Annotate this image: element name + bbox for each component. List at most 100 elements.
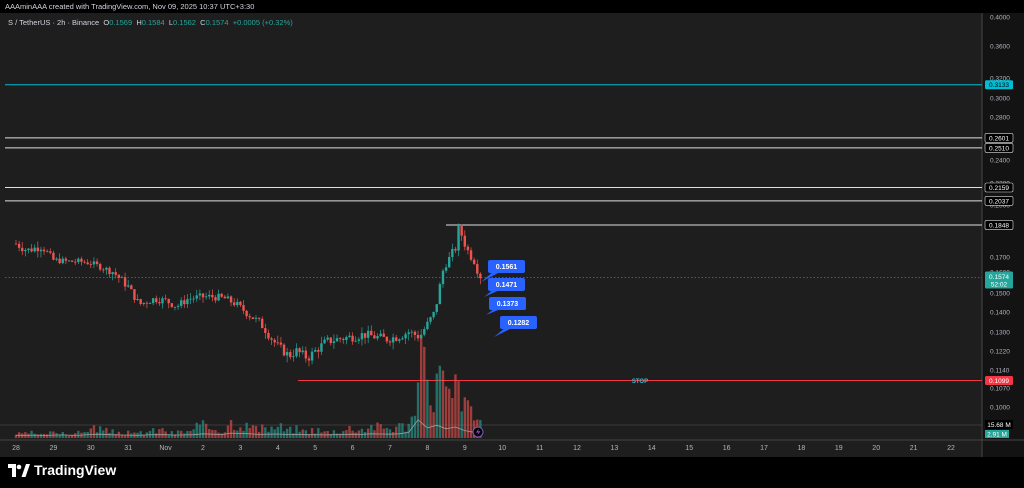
volume-bar [404, 431, 407, 438]
candle-body [267, 332, 270, 339]
candle-body [242, 305, 245, 311]
level-price-tag [985, 376, 1013, 386]
volume-bar [245, 422, 248, 438]
volume-bar [441, 370, 445, 438]
y-tick-label: 0.3200 [990, 76, 1010, 83]
candle-body [136, 299, 139, 300]
volume-bar [335, 433, 339, 438]
candle-body [24, 250, 27, 252]
volume-bar [388, 429, 392, 438]
volume-bar [457, 381, 460, 438]
level-price-tag [985, 80, 1013, 90]
candle-body [342, 339, 345, 341]
symbol-label[interactable]: S / TetherUS · 2h · Binance [8, 18, 100, 27]
level-price-label: 0.1099 [989, 378, 1009, 385]
candle-body [70, 260, 74, 262]
candle-body [158, 301, 161, 304]
volume-bar [310, 428, 314, 438]
candle-body [388, 341, 392, 343]
x-tick-label: 18 [798, 445, 806, 452]
volume-bar [92, 425, 96, 438]
candle-body [410, 331, 414, 333]
volume-bar [229, 420, 233, 438]
volume-bar [292, 433, 295, 438]
x-tick-label: 15 [685, 445, 693, 452]
candle-body [379, 333, 382, 337]
volume-bar [127, 430, 130, 438]
candle-body [201, 293, 205, 298]
volume-bar [407, 423, 410, 438]
candle-body [161, 298, 164, 304]
volume-bar [444, 386, 448, 438]
candle-body [21, 247, 24, 252]
candle-body [451, 248, 454, 258]
volume-ma-tag [985, 430, 1009, 438]
target-label-box[interactable] [488, 260, 525, 273]
candle-body [248, 316, 251, 318]
volume-bar [226, 425, 230, 438]
candle-body [83, 261, 86, 263]
candle-body [314, 349, 317, 352]
candle-body [460, 226, 463, 236]
candle-body [61, 258, 64, 264]
candle-body [279, 342, 283, 345]
volume-bar [223, 432, 227, 438]
level-price-tag [984, 196, 1014, 206]
volume-bar [289, 426, 292, 438]
volume-bar [338, 433, 342, 438]
volume-bar [426, 379, 429, 438]
volume-bar [273, 429, 276, 438]
candle-body [58, 258, 61, 264]
volume-bar [466, 400, 470, 438]
candle-body [419, 334, 423, 339]
candle-body [366, 330, 370, 338]
candle-body [307, 358, 311, 361]
candle-body [64, 258, 68, 261]
target-label-box[interactable] [489, 297, 526, 310]
candle-body [416, 334, 420, 339]
volume-bar [155, 433, 158, 438]
volume-bar [55, 433, 58, 438]
level-price-label: 0.1848 [989, 222, 1009, 229]
candle-body [270, 338, 273, 340]
volume-bar [413, 415, 417, 438]
volume-bar [276, 426, 279, 438]
candle-body [111, 272, 114, 275]
candle-body [338, 338, 342, 340]
level-price-tag [984, 220, 1014, 230]
x-tick-label: 30 [87, 445, 95, 452]
volume-bar [201, 420, 205, 438]
x-tick-label: 17 [760, 445, 768, 452]
candle-body [189, 298, 192, 300]
x-tick-label: 13 [611, 445, 619, 452]
level-price-tag [984, 143, 1014, 153]
x-tick-label: 22 [947, 445, 955, 452]
x-tick-label: 16 [723, 445, 731, 452]
volume-bar [30, 430, 33, 438]
volume-bar [45, 434, 49, 438]
candle-body [438, 284, 442, 305]
candle-body [282, 344, 286, 356]
x-tick-label: 19 [835, 445, 843, 452]
candle-body [348, 335, 351, 338]
volume-bar [410, 416, 414, 438]
tradingview-logo[interactable]: TradingView [8, 462, 116, 478]
volume-bar [198, 424, 202, 438]
volume-bar [345, 430, 348, 438]
candle-body [52, 252, 55, 260]
target-label-box[interactable] [488, 278, 525, 291]
candle-body [67, 260, 71, 262]
target-label-box[interactable] [500, 316, 537, 329]
candle-body [164, 298, 167, 300]
candle-body [360, 333, 364, 340]
volume-bar [432, 412, 435, 438]
volume-bar [295, 425, 298, 438]
volume-bar [401, 423, 404, 438]
candle-body [382, 333, 385, 337]
candle-body [472, 259, 476, 264]
level-price-label: 0.3133 [989, 82, 1009, 89]
candle-body [211, 294, 214, 298]
volume-bar [463, 397, 466, 438]
candle-body [229, 296, 233, 303]
